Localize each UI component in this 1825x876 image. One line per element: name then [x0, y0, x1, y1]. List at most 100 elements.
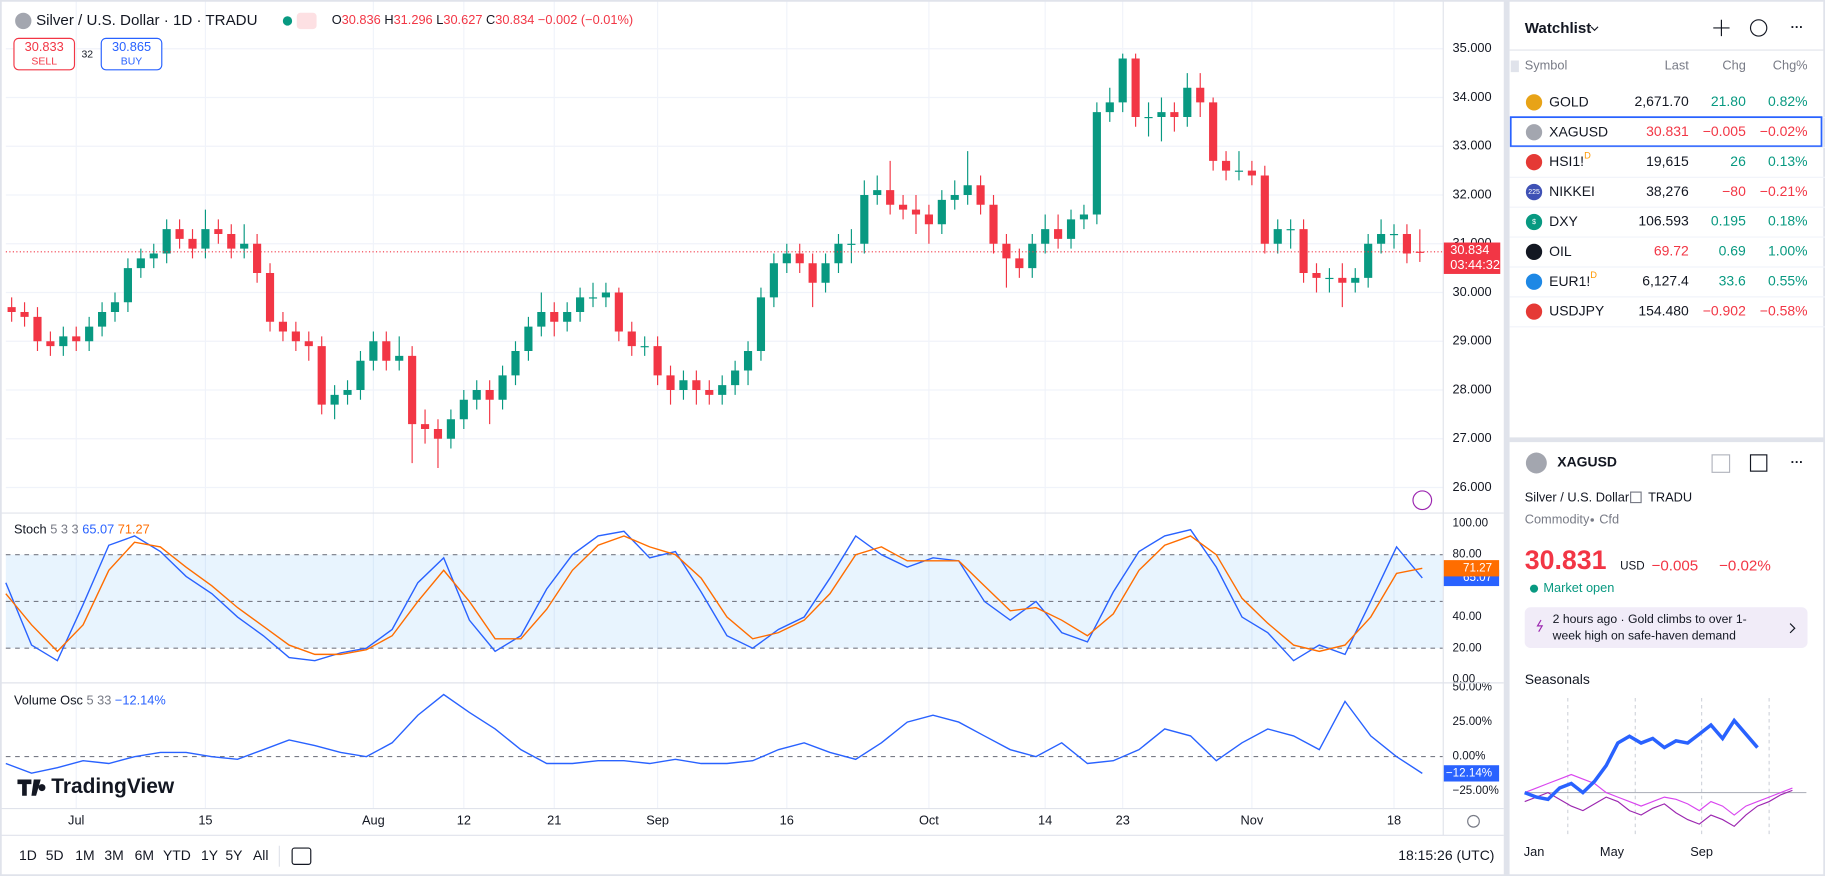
- edit-icon[interactable]: [1749, 454, 1768, 472]
- detail-price: 30.831: [1525, 545, 1607, 575]
- detail-currency: USD: [1620, 560, 1645, 573]
- settings-icon[interactable]: [1467, 814, 1480, 828]
- symbol-icon: [1525, 273, 1543, 290]
- y-tick-label: 35.000: [1453, 40, 1492, 55]
- symbol-icon: [1525, 183, 1543, 201]
- ohlc-value: 30.836: [342, 12, 381, 27]
- range-button[interactable]: 1Y: [201, 847, 218, 863]
- buy-price: 30.865: [112, 39, 151, 54]
- seasonals-title: Seasonals: [1525, 671, 1590, 687]
- candle-body: [1157, 112, 1166, 117]
- sell-button[interactable]: [13, 37, 76, 71]
- candle-body: [640, 346, 649, 348]
- last: 38,276: [1646, 183, 1689, 199]
- range-button[interactable]: 6M: [135, 847, 154, 863]
- y-tick-label: 34.000: [1453, 89, 1492, 104]
- candle-body: [614, 292, 623, 332]
- candle-body: [886, 190, 895, 205]
- change: 21.80: [1711, 93, 1746, 109]
- ohlc-value: 30.834: [495, 12, 534, 27]
- candle-body: [563, 311, 572, 322]
- value-badge-label: 71.27: [1463, 561, 1492, 574]
- external-icon[interactable]: [1630, 491, 1642, 504]
- news-text: Gold climbs to over 1-: [1628, 612, 1747, 626]
- candle-body: [382, 341, 391, 361]
- chevron: [1789, 623, 1796, 634]
- news-card[interactable]: [1524, 607, 1808, 648]
- candle-body: [317, 346, 326, 405]
- selected-row: [1509, 116, 1823, 148]
- range-button[interactable]: 3M: [104, 847, 123, 863]
- change-pct: 0.55%: [1768, 272, 1808, 288]
- y-tick-label: 28.000: [1453, 381, 1492, 396]
- watchlist-title[interactable]: Watchlist: [1525, 20, 1592, 37]
- alert-icon[interactable]: [1412, 490, 1433, 511]
- ohlc-values: O30.836 H31.296 L30.627 C30.834 −0.002 (…: [332, 12, 633, 27]
- buy-button[interactable]: [100, 37, 163, 71]
- column-header: Chg: [1722, 58, 1745, 73]
- candle-body: [369, 341, 378, 361]
- candle-body: [395, 355, 404, 361]
- symbol[interactable]: USDJPY: [1549, 302, 1604, 318]
- candle-body: [1312, 272, 1321, 278]
- symbol[interactable]: NIKKEI: [1549, 183, 1595, 199]
- range-button[interactable]: 5Y: [225, 847, 242, 863]
- symbol-icon: [1525, 154, 1543, 171]
- calendar-icon[interactable]: [291, 847, 312, 865]
- candle-body: [420, 424, 430, 429]
- chart-icon[interactable]: [1749, 19, 1768, 37]
- symbol[interactable]: DXY: [1549, 213, 1578, 229]
- candle-body: [1183, 87, 1192, 117]
- candle-body: [627, 331, 636, 347]
- detail-symbol: XAGUSD: [1557, 454, 1617, 470]
- detail-subtype: Cfd: [1599, 511, 1619, 526]
- candle-body: [1325, 277, 1334, 280]
- candle-body: [1041, 229, 1050, 244]
- symbol[interactable]: HSI1!D: [1549, 151, 1591, 169]
- more-icon[interactable]: ···: [1791, 19, 1804, 34]
- range-button[interactable]: 1M: [75, 847, 94, 863]
- range-buttons: 1D 5D 1M 3M 6M YTD 1Y 5Y All: [19, 847, 268, 863]
- layout-icon[interactable]: [1711, 454, 1731, 473]
- change-pct: −0.02%: [1760, 123, 1808, 139]
- detail-exchange: TRADU: [1648, 489, 1692, 504]
- x-tick-label: Aug: [362, 813, 385, 828]
- range-button[interactable]: 1D: [19, 847, 37, 863]
- candle-body: [989, 204, 998, 244]
- candle-body: [485, 389, 494, 400]
- candle-body: [227, 233, 236, 249]
- symbol-name: DXY: [1549, 213, 1578, 229]
- last: 19,615: [1646, 153, 1689, 169]
- symbol[interactable]: OIL: [1549, 243, 1572, 259]
- symbol[interactable]: XAGUSD: [1549, 123, 1608, 139]
- value-badge-label: −12.14%: [1446, 766, 1492, 779]
- candle-body: [550, 311, 559, 322]
- change: 33.6: [1719, 272, 1746, 288]
- candle-body: [278, 321, 288, 332]
- candle-body: [201, 229, 210, 249]
- add-icon[interactable]: [1713, 19, 1730, 37]
- candle-body: [1299, 229, 1308, 273]
- candle-body: [1209, 102, 1218, 161]
- chevron: [1590, 26, 1599, 32]
- candle-body: [1402, 233, 1411, 254]
- symbol-icon: [15, 12, 32, 30]
- candle-body: [85, 326, 94, 342]
- candle-body: [808, 263, 817, 283]
- more-icon[interactable]: ···: [1791, 454, 1804, 469]
- news-time: 2 hours ago: [1553, 612, 1618, 626]
- range-button[interactable]: YTD: [163, 847, 191, 863]
- change-pct: 0.18%: [1768, 213, 1808, 229]
- symbol[interactable]: GOLD: [1549, 93, 1589, 109]
- range-button[interactable]: All: [253, 847, 269, 863]
- last: 30.831: [1646, 123, 1689, 139]
- symbol[interactable]: EUR1!D: [1549, 270, 1597, 288]
- candle-body: [743, 350, 753, 371]
- symbol-title[interactable]: Silver / U.S. Dollar · 1D · TRADU: [36, 12, 257, 29]
- month-label: Sep: [1690, 844, 1713, 859]
- y-tick-label: 25.00%: [1453, 715, 1492, 728]
- range-button[interactable]: 5D: [46, 847, 64, 863]
- x-tick-label: 15: [198, 813, 212, 828]
- countdown: 03:44:32: [1450, 257, 1500, 272]
- candle-body: [1079, 214, 1089, 220]
